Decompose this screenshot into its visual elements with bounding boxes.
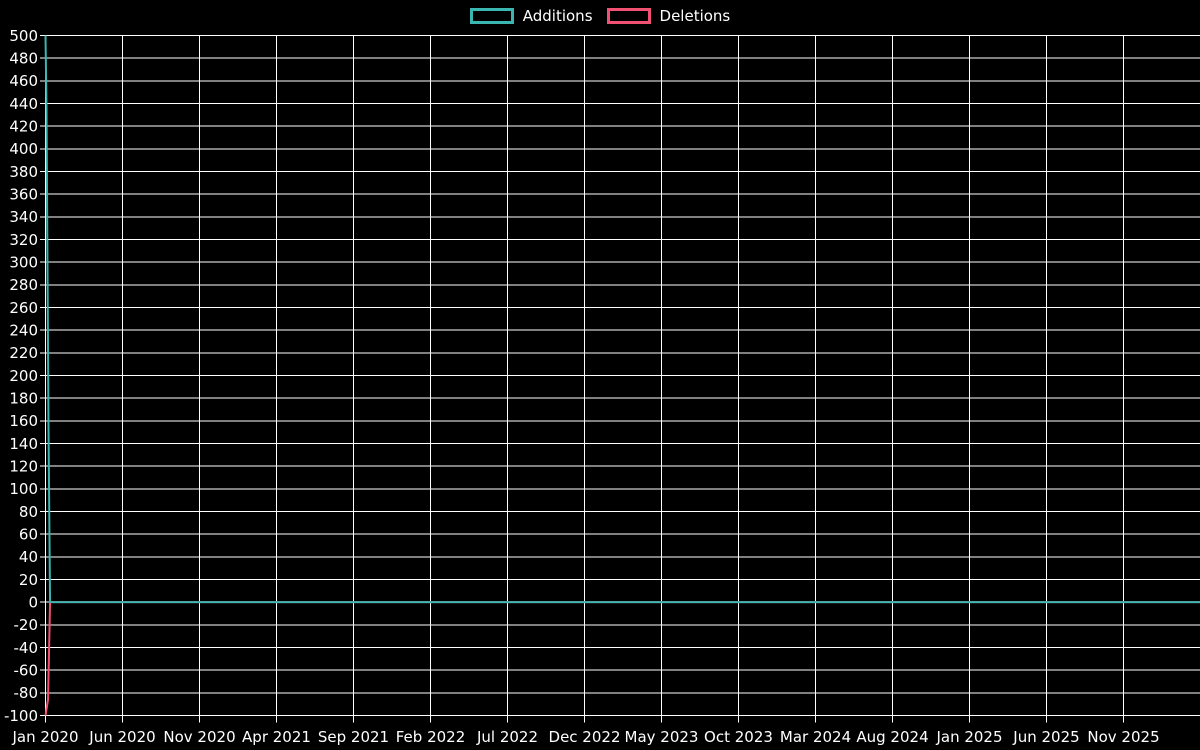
chart-legend: Additions Deletions: [0, 6, 1200, 26]
additions-swatch-icon: [469, 8, 514, 24]
gridlines: [40, 35, 1200, 723]
y-tick-label: 20: [19, 571, 38, 589]
legend-item-additions[interactable]: Additions: [469, 6, 593, 26]
x-axis-labels: Jan 2020 Jun 2020 Nov 2020 Apr 2021 Sep 2021…: [11, 728, 1159, 746]
y-tick-label: 440: [9, 95, 38, 113]
y-tick-label: 180: [9, 389, 38, 407]
y-tick-label: 360: [9, 185, 38, 203]
y-tick-label: 380: [9, 163, 38, 181]
x-tick-label: Apr 2021: [242, 728, 311, 746]
y-tick-label: -80: [14, 684, 39, 702]
y-tick-label: 220: [9, 344, 38, 362]
y-tick-label: 40: [19, 548, 38, 566]
y-tick-label: 400: [9, 140, 38, 158]
x-tick-label: Sep 2021: [318, 728, 389, 746]
x-tick-label: Oct 2023: [704, 728, 773, 746]
legend-label-deletions: Deletions: [659, 7, 731, 25]
y-tick-label: -100: [4, 707, 38, 725]
y-tick-label: 80: [19, 503, 38, 521]
y-tick-label: 260: [9, 299, 38, 317]
y-tick-label: 60: [19, 525, 38, 543]
y-tick-label: 320: [9, 231, 38, 249]
x-tick-label: Nov 2020: [163, 728, 235, 746]
data-series: [44, 35, 1200, 716]
y-tick-label: 480: [9, 49, 38, 67]
x-tick-label: Nov 2025: [1087, 728, 1159, 746]
y-tick-label: 460: [9, 72, 38, 90]
deletions-swatch-icon: [606, 8, 651, 24]
x-tick-label: Jan 2025: [935, 728, 1002, 746]
y-tick-label: 420: [9, 117, 38, 135]
x-tick-label: Jun 2020: [88, 728, 155, 746]
y-tick-label: 280: [9, 276, 38, 294]
legend-item-deletions[interactable]: Deletions: [606, 6, 731, 26]
y-axis-labels: 5004804604404204003803603403203002802602…: [4, 27, 38, 725]
y-tick-label: 160: [9, 412, 38, 430]
series-line-additions: [44, 35, 1200, 604]
y-tick-label: 300: [9, 253, 38, 271]
x-tick-label: Jan 2020: [11, 728, 78, 746]
x-tick-label: Feb 2022: [396, 728, 466, 746]
y-tick-label: 340: [9, 208, 38, 226]
y-tick-label: -40: [14, 639, 39, 657]
x-tick-label: Jul 2022: [476, 728, 538, 746]
x-tick-label: May 2023: [625, 728, 699, 746]
y-tick-label: 0: [28, 593, 38, 611]
y-tick-label: -60: [14, 661, 39, 679]
x-tick-label: Dec 2022: [549, 728, 621, 746]
y-tick-label: 200: [9, 367, 38, 385]
y-tick-label: 240: [9, 321, 38, 339]
y-tick-label: 140: [9, 435, 38, 453]
y-tick-label: 100: [9, 480, 38, 498]
series-line-deletions: [44, 601, 1200, 716]
x-tick-label: Aug 2024: [856, 728, 928, 746]
y-tick-label: 500: [9, 27, 38, 45]
y-tick-label: 120: [9, 457, 38, 475]
y-tick-label: -20: [14, 616, 39, 634]
x-tick-label: Jun 2025: [1012, 728, 1079, 746]
legend-label-additions: Additions: [522, 7, 593, 25]
x-tick-label: Mar 2024: [780, 728, 851, 746]
